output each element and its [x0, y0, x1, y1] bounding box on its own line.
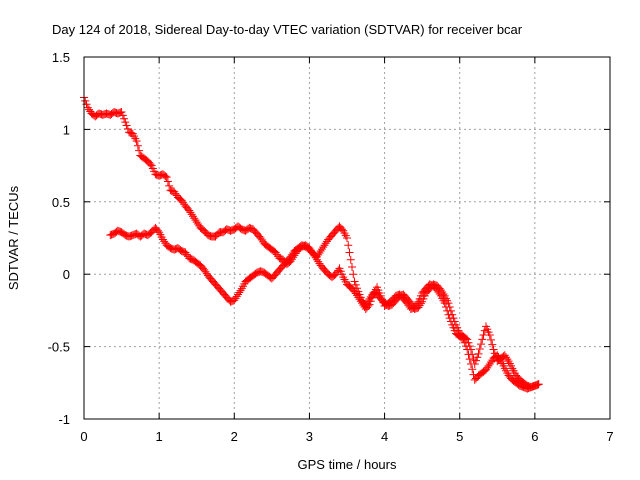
series-track-1 [80, 93, 543, 393]
data-point-marker [466, 345, 475, 354]
data-point-marker [468, 365, 477, 374]
x-tick-label: 2 [231, 429, 238, 444]
x-tick-label: 6 [531, 429, 538, 444]
data-point-marker [490, 349, 499, 358]
chart-title: Day 124 of 2018, Sidereal Day-to-day VTE… [52, 22, 523, 37]
series-track-2 [106, 222, 543, 392]
y-tick-label: -0.5 [48, 340, 70, 355]
y-tick-label: -1 [58, 412, 70, 427]
data-point-marker [478, 335, 487, 344]
gridlines [84, 57, 610, 419]
data-point-marker [448, 310, 457, 319]
data-point-marker [464, 338, 473, 347]
data-point-marker [465, 342, 474, 351]
data-point-marker [470, 359, 479, 368]
x-tick-label: 1 [156, 429, 163, 444]
data-point-marker [161, 172, 170, 181]
data-point-marker [118, 111, 127, 120]
y-tick-label: 1 [63, 122, 70, 137]
data-point-marker [444, 299, 453, 308]
data-point-marker [450, 317, 459, 326]
data-point-marker [343, 234, 351, 242]
data-point-marker [477, 340, 486, 349]
x-axis-label: GPS time / hours [298, 457, 397, 472]
data-point-marker [146, 160, 155, 169]
data-point-marker [165, 181, 174, 190]
x-tick-labels: 0 1 2 3 4 5 6 7 [80, 429, 613, 444]
data-point-marker [353, 284, 362, 293]
data-point-marker [350, 277, 359, 286]
data-point-marker [344, 241, 353, 250]
data-point-marker [135, 146, 144, 155]
x-tick-label: 3 [306, 429, 313, 444]
data-point-marker [122, 121, 131, 130]
data-point-marker [351, 280, 360, 289]
x-tick-label: 0 [80, 429, 87, 444]
data-point-marker [121, 118, 130, 127]
data-point-marker [117, 108, 126, 117]
data-point-marker [487, 335, 496, 344]
data-point-marker [475, 345, 484, 354]
data-point-marker [236, 286, 245, 295]
data-point-marker [349, 270, 358, 279]
data-point-marker [439, 289, 448, 298]
data-point-marker [133, 141, 142, 150]
x-tick-label: 4 [381, 429, 388, 444]
y-tick-label: 1.5 [52, 50, 70, 65]
y-tick-label: 0 [63, 267, 70, 282]
data-point-marker [163, 177, 172, 186]
data-point-marker [503, 355, 512, 364]
data-point-marker [489, 345, 498, 354]
data-point-marker [445, 303, 454, 312]
data-series [80, 93, 543, 393]
data-point-marker [488, 340, 497, 349]
y-axis-label: SDTVAR / TECUs [6, 185, 21, 290]
data-point-marker [449, 314, 458, 323]
data-point-marker [416, 299, 425, 308]
plot-frame [83, 56, 611, 420]
data-point-marker [162, 173, 171, 182]
data-point-marker [461, 334, 470, 343]
data-point-marker [534, 380, 543, 389]
data-point-marker [120, 114, 129, 123]
data-point-marker [348, 262, 357, 271]
data-point-marker [473, 353, 482, 362]
data-point-marker [446, 306, 455, 315]
x-tick-label: 7 [606, 429, 613, 444]
data-point-marker [132, 136, 141, 145]
data-point-marker [81, 96, 90, 105]
data-point-marker [474, 349, 483, 358]
data-point-marker [346, 255, 355, 264]
data-point-marker [463, 335, 472, 344]
data-point-marker [485, 331, 494, 340]
y-tick-label: 0.5 [52, 195, 70, 210]
x-tick-label: 5 [456, 429, 463, 444]
data-point-marker [471, 356, 480, 365]
y-tick-labels: -1 -0.5 0 0.5 1 1.5 [48, 50, 70, 427]
data-point-marker [345, 248, 354, 257]
